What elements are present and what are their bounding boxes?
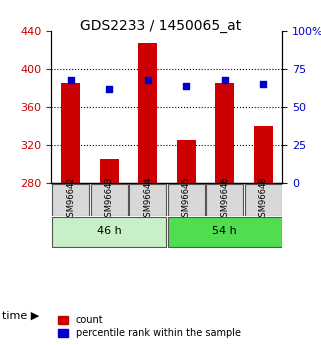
Point (184, 83, 189, 89)
FancyBboxPatch shape (168, 217, 282, 247)
Text: GSM96645: GSM96645 (182, 177, 191, 222)
FancyBboxPatch shape (52, 217, 166, 247)
FancyBboxPatch shape (52, 184, 89, 216)
Point (68, 77, 73, 82)
Text: GSM96648: GSM96648 (259, 177, 268, 222)
Text: GSM96643: GSM96643 (105, 177, 114, 222)
Bar (138, 43, 157, 183)
Text: GDS2233 / 1450065_at: GDS2233 / 1450065_at (80, 19, 241, 33)
Point (107, 86, 112, 92)
FancyBboxPatch shape (168, 184, 205, 216)
Text: time ▶: time ▶ (2, 311, 39, 321)
FancyBboxPatch shape (91, 184, 128, 216)
Bar (61, 83, 80, 183)
Point (222, 77, 227, 82)
Text: 54 h: 54 h (212, 226, 237, 236)
Point (261, 81, 266, 87)
Bar (100, 159, 119, 183)
FancyBboxPatch shape (129, 184, 166, 216)
Bar (177, 140, 196, 183)
Bar (254, 126, 273, 183)
FancyBboxPatch shape (245, 184, 282, 216)
Text: GSM96644: GSM96644 (143, 177, 152, 222)
Bar (215, 83, 234, 183)
Text: GSM96642: GSM96642 (66, 177, 75, 222)
Text: 46 h: 46 h (97, 226, 122, 236)
Legend: count, percentile rank within the sample: count, percentile rank within the sample (56, 313, 243, 340)
Point (145, 77, 150, 82)
FancyBboxPatch shape (206, 184, 243, 216)
Text: GSM96646: GSM96646 (220, 177, 229, 222)
